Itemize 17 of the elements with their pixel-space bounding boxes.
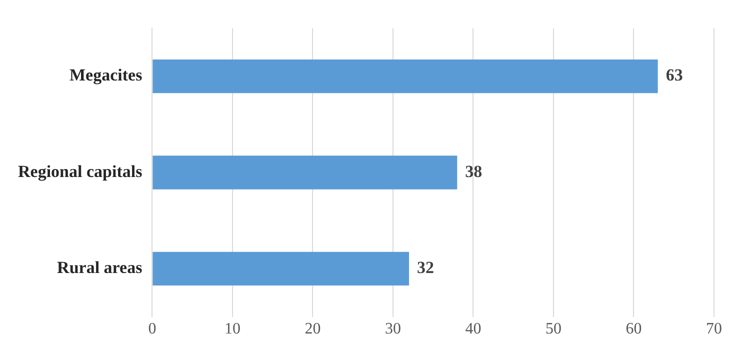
y-tick-label: Megacites: [70, 66, 143, 85]
bar: [152, 59, 658, 94]
x-tick-label: 70: [706, 320, 722, 338]
x-tick-label: 10: [224, 320, 240, 338]
y-tick-label: Rural areas: [57, 258, 143, 278]
data-label: 63: [666, 66, 683, 85]
x-tick-label: 40: [465, 320, 482, 338]
x-tick-label: 30: [384, 320, 401, 338]
y-tick-label: Regional capitals: [18, 162, 143, 181]
x-tick-label: 20: [304, 320, 321, 338]
x-tick-label: 60: [626, 320, 642, 338]
x-tick-label: 50: [545, 320, 562, 338]
bar: [152, 252, 410, 286]
bar: [152, 156, 458, 190]
data-label: 32: [417, 258, 434, 278]
x-tick-label: 0: [148, 320, 156, 338]
data-label: 38: [465, 162, 482, 181]
